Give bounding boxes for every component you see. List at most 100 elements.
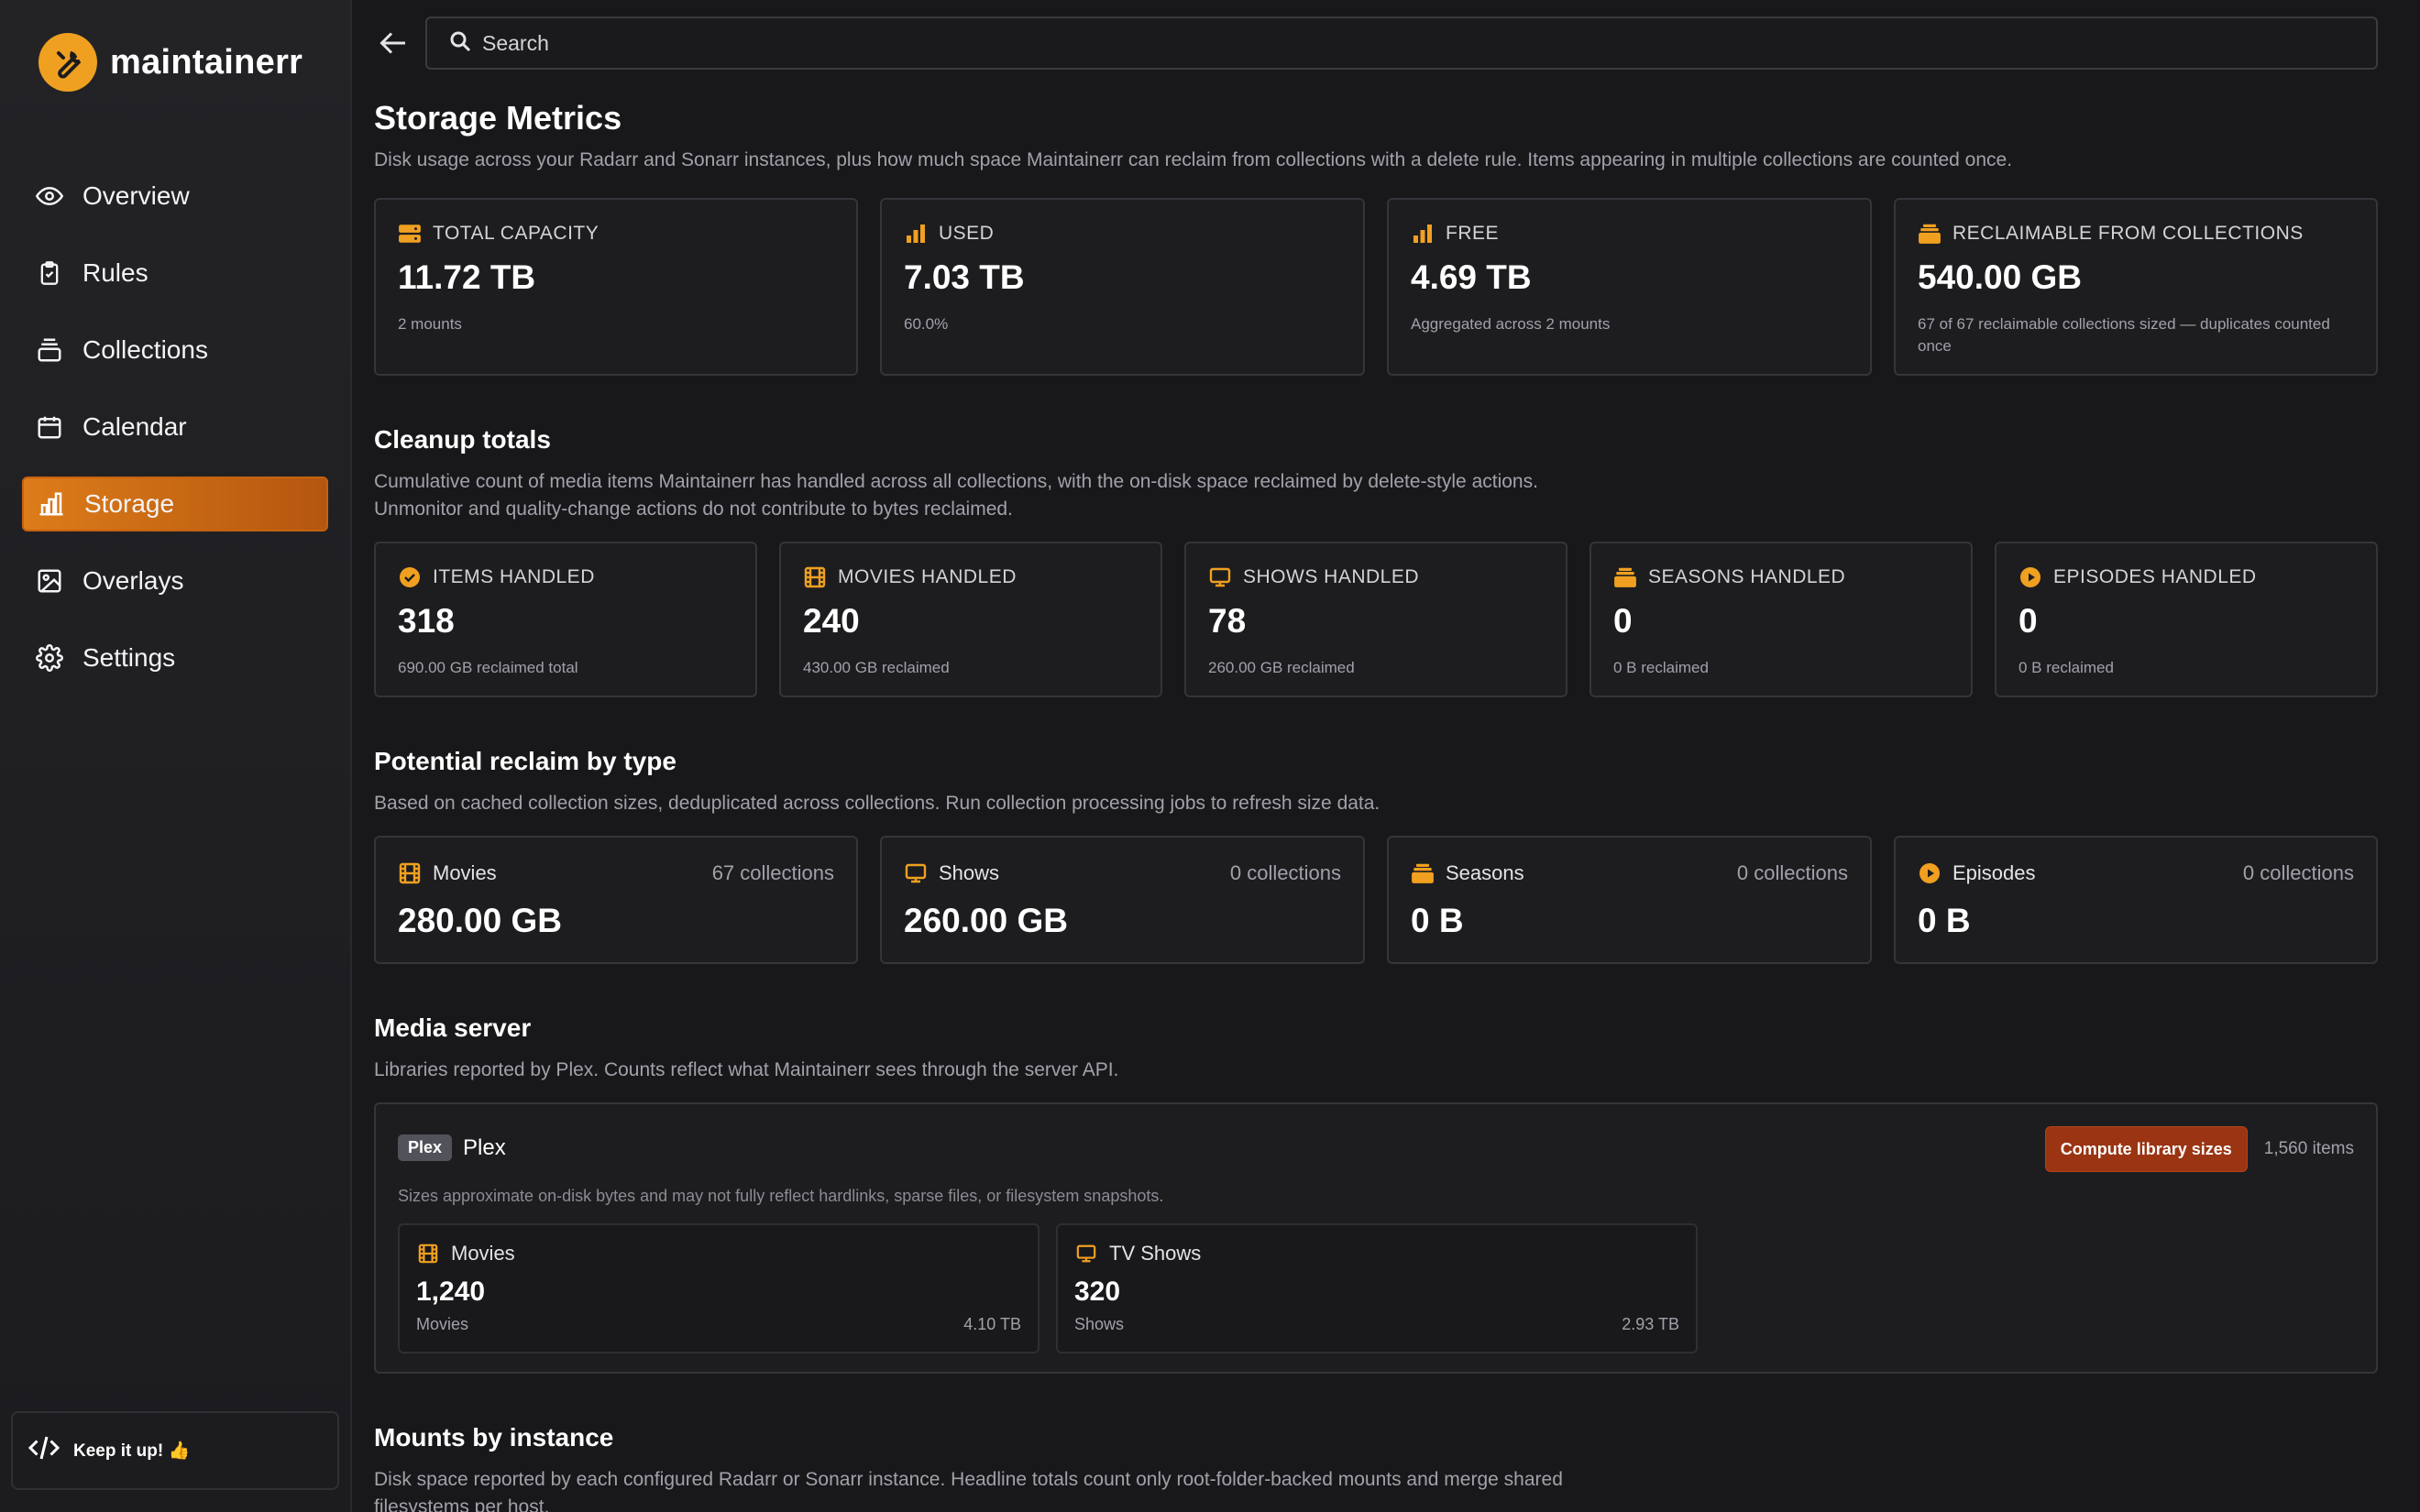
reclaim-card-shows: Shows 0 collections 260.00 GB xyxy=(880,836,1365,964)
sidebar-item-label: Storage xyxy=(84,489,175,518)
card-label: FREE xyxy=(1446,223,1500,244)
card-label: TOTAL CAPACITY xyxy=(433,223,600,244)
search-icon xyxy=(449,30,471,57)
reclaim-card-seasons: Seasons 0 collections 0 B xyxy=(1387,836,1872,964)
tv-icon xyxy=(1208,565,1232,589)
sidebar: maintainerr Overview Rules Collections C… xyxy=(0,0,352,1512)
bar-chart-icon xyxy=(37,489,66,519)
mounts-description: Disk space reported by each configured R… xyxy=(374,1469,1563,1512)
eye-icon xyxy=(35,181,64,211)
sidebar-item-label: Collections xyxy=(82,335,208,364)
card-sub: 260.00 GB reclaimed xyxy=(1208,659,1355,676)
collection-count: 0 collections xyxy=(2242,861,2354,884)
sidebar-item-label: Overlays xyxy=(82,566,184,595)
film-icon xyxy=(803,565,827,589)
card-value: 7.03 TB xyxy=(904,258,1025,296)
sidebar-item-label: Overview xyxy=(82,181,190,210)
image-icon xyxy=(35,566,64,596)
cleanup-card-movies: MOVIES HANDLED 240 430.00 GB reclaimed xyxy=(779,542,1162,697)
mounts-title: Mounts by instance xyxy=(374,1423,614,1452)
code-icon xyxy=(28,1434,60,1467)
sidebar-item-overview[interactable]: Overview xyxy=(22,169,328,224)
card-label: USED xyxy=(939,223,995,244)
film-icon xyxy=(416,1242,440,1265)
stack-icon xyxy=(1918,222,1942,246)
library-type: Movies xyxy=(416,1315,469,1333)
card-value: 0 xyxy=(1613,602,1633,640)
cleanup-card-items: ITEMS HANDLED 318 690.00 GB reclaimed to… xyxy=(374,542,757,697)
sidebar-item-rules[interactable]: Rules xyxy=(22,246,328,301)
card-sub: 690.00 GB reclaimed total xyxy=(398,659,578,676)
reclaim-card-episodes: Episodes 0 collections 0 B xyxy=(1894,836,2378,964)
media-server-title: Media server xyxy=(374,1013,532,1042)
card-value: 11.72 TB xyxy=(398,258,536,296)
card-sub: 67 of 67 reclaimable collections sized —… xyxy=(1918,315,2330,355)
card-label: Movies xyxy=(433,861,497,884)
cleanup-card-seasons: SEASONS HANDLED 0 0 B reclaimed xyxy=(1590,542,1973,697)
sidebar-item-label: Calendar xyxy=(82,412,187,441)
card-label: ITEMS HANDLED xyxy=(433,566,595,587)
server-icon xyxy=(398,222,422,246)
back-button[interactable] xyxy=(376,25,412,61)
media-server-panel: Plex Plex Compute library sizes 1,560 it… xyxy=(374,1102,2378,1374)
compute-library-sizes-button[interactable]: Compute library sizes xyxy=(2044,1126,2248,1172)
sidebar-item-collections[interactable]: Collections xyxy=(22,323,328,378)
media-server-description: Libraries reported by Plex. Counts refle… xyxy=(374,1059,1119,1080)
clipboard-check-icon xyxy=(35,258,64,288)
cleanup-description: Cumulative count of media items Maintain… xyxy=(374,471,1538,520)
keep-it-up-link[interactable]: Keep it up! 👍 xyxy=(11,1411,339,1490)
wrench-logo-icon xyxy=(38,33,97,92)
library-card-tv-shows: TV Shows 320 Shows 2.93 TB xyxy=(1056,1223,1698,1353)
sidebar-item-label: Settings xyxy=(82,643,176,672)
library-size: 2.93 TB xyxy=(1622,1315,1679,1333)
brand-logo-link[interactable]: maintainerr xyxy=(38,33,302,92)
sidebar-item-settings[interactable]: Settings xyxy=(22,630,328,685)
card-sub: 430.00 GB reclaimed xyxy=(803,659,950,676)
library-size: 4.10 TB xyxy=(963,1315,1021,1333)
card-label: EPISODES HANDLED xyxy=(2053,566,2257,587)
card-label: Episodes xyxy=(1952,861,2036,884)
card-sub: 0 B reclaimed xyxy=(1613,659,1709,676)
tv-icon xyxy=(904,861,928,885)
card-label: MOVIES HANDLED xyxy=(838,566,1017,587)
stack-icon xyxy=(1411,861,1435,885)
stack-icon xyxy=(1613,565,1637,589)
card-value: 4.69 TB xyxy=(1411,258,1532,296)
card-value: 0 B xyxy=(1411,902,1464,939)
search-input[interactable] xyxy=(482,30,2376,56)
app-name: maintainerr xyxy=(110,42,303,82)
sidebar-nav: Overview Rules Collections Calendar Stor… xyxy=(22,169,328,707)
sidebar-item-storage[interactable]: Storage xyxy=(22,477,328,531)
card-value: 280.00 GB xyxy=(398,902,562,939)
top-bar xyxy=(374,16,2378,70)
summary-card-used: USED 7.03 TB 60.0% xyxy=(880,198,1365,376)
card-sub: Aggregated across 2 mounts xyxy=(1411,315,1611,333)
play-circle-icon xyxy=(1918,861,1942,885)
summary-card-total-capacity: TOTAL CAPACITY 11.72 TB 2 mounts xyxy=(374,198,858,376)
library-card-movies: Movies 1,240 Movies 4.10 TB xyxy=(398,1223,1040,1353)
card-value: 0 B xyxy=(1918,902,1971,939)
collection-count: 0 collections xyxy=(1736,861,1848,884)
collection-count: 67 collections xyxy=(711,861,834,884)
cleanup-card-episodes: EPISODES HANDLED 0 0 B reclaimed xyxy=(1995,542,2378,697)
card-value: 240 xyxy=(803,602,860,640)
reclaim-description: Based on cached collection sizes, dedupl… xyxy=(374,793,1380,814)
sidebar-item-overlays[interactable]: Overlays xyxy=(22,553,328,608)
collection-count: 0 collections xyxy=(1229,861,1341,884)
library-count: 1,240 xyxy=(416,1276,486,1307)
search-box[interactable] xyxy=(425,16,2378,70)
card-value: 318 xyxy=(398,602,455,640)
library-label: Movies xyxy=(451,1242,515,1265)
library-count: 320 xyxy=(1074,1276,1121,1307)
sidebar-item-calendar[interactable]: Calendar xyxy=(22,400,328,455)
cleanup-card-shows: SHOWS HANDLED 78 260.00 GB reclaimed xyxy=(1184,542,1568,697)
play-circle-icon xyxy=(2018,565,2042,589)
arrow-left-icon xyxy=(380,32,405,54)
sidebar-item-label: Rules xyxy=(82,258,148,287)
tv-icon xyxy=(1074,1242,1098,1265)
card-value: 0 xyxy=(2018,602,2038,640)
card-value: 260.00 GB xyxy=(904,902,1068,939)
bar-chart-icon xyxy=(904,222,928,246)
card-value: 540.00 GB xyxy=(1918,258,2082,296)
film-icon xyxy=(398,861,422,885)
